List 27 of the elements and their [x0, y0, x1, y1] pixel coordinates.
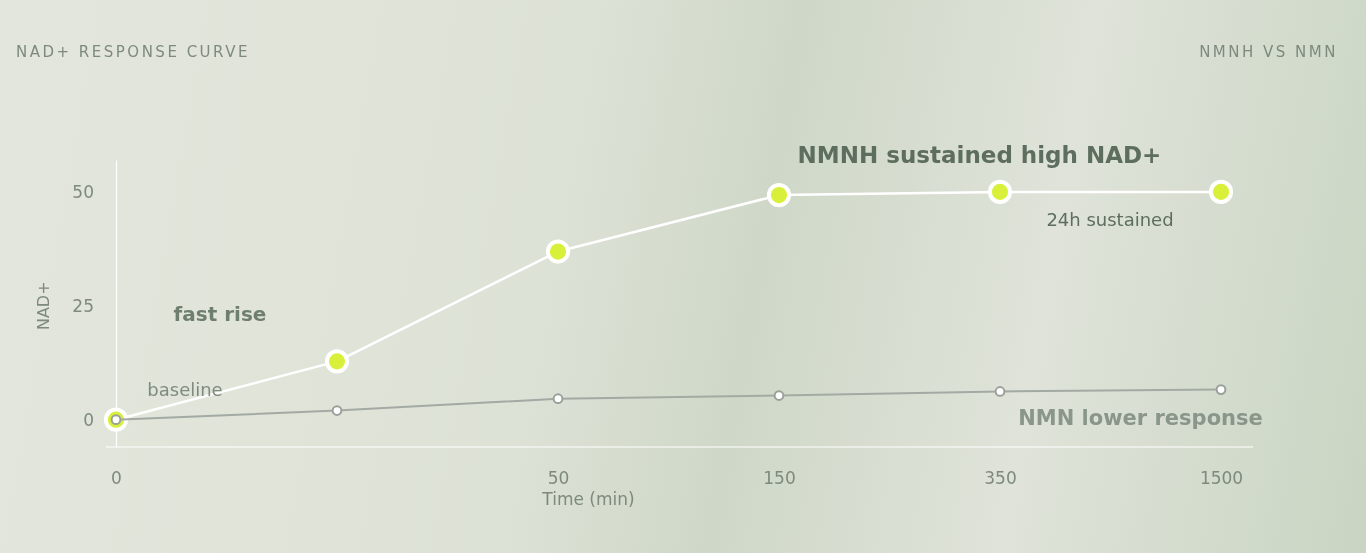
point [766, 183, 792, 208]
point [1208, 179, 1234, 204]
x-tick-label: 50 [547, 468, 570, 489]
point [331, 405, 343, 416]
point [773, 390, 785, 401]
point [994, 386, 1006, 397]
chart-title: NAD+ RESPONSE CURVE [16, 43, 250, 61]
y-tick-label: 0 [83, 409, 94, 430]
x-tick-label: 350 [984, 468, 1017, 489]
y-tick-label: 25 [72, 295, 94, 316]
chart-subtitle: NMNH VS NMN [1199, 43, 1338, 61]
x-tick-label: 1500 [1199, 468, 1244, 489]
point [545, 239, 571, 264]
x-tick-label: 150 [763, 468, 796, 489]
point [552, 393, 564, 405]
annotation: fast rise [173, 302, 267, 327]
point [1215, 384, 1227, 395]
point [987, 179, 1013, 204]
series-label: NMN lower response [1018, 405, 1263, 430]
y-tick-label: 50 [72, 181, 94, 202]
y-axis-title: NAD+ [34, 281, 53, 331]
annotation: 24h sustained [1046, 208, 1174, 230]
annotation: baseline [147, 378, 223, 400]
x-axis-title: Time (min) [541, 489, 635, 509]
series-label: NMNH sustained high NAD+ [797, 142, 1162, 169]
x-tick-label: 0 [111, 468, 122, 489]
point [324, 349, 350, 374]
